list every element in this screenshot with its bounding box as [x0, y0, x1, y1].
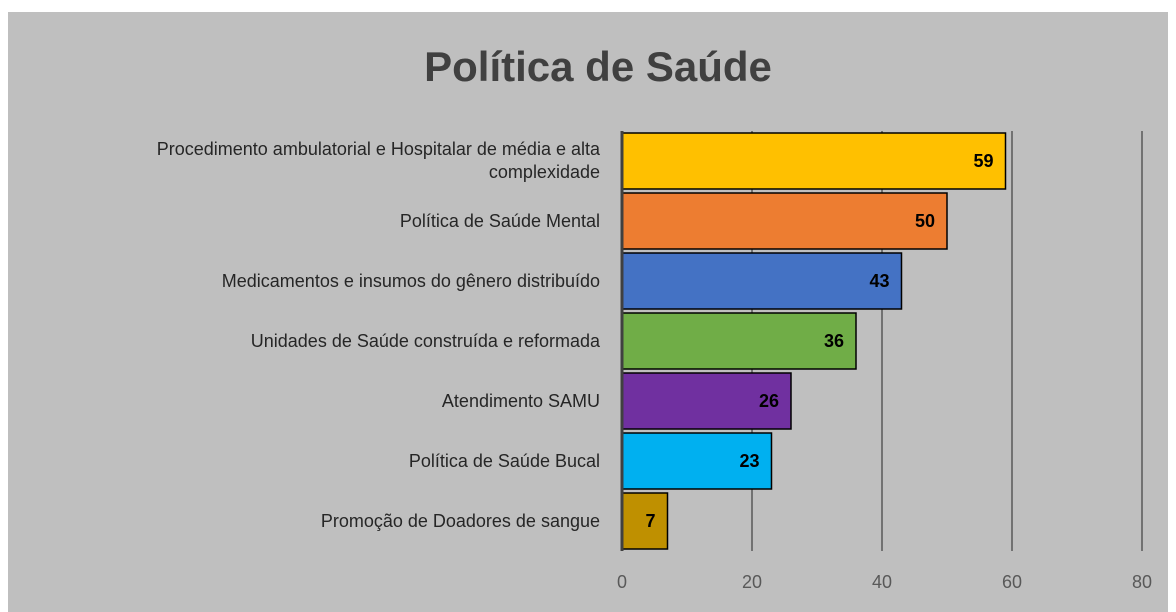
value-label: 50 [915, 211, 935, 231]
x-tick-label: 0 [617, 572, 627, 592]
y-tick-label: Unidades de Saúde construída e reformada [250, 330, 600, 351]
y-tick-label: Política de Saúde Mental [399, 210, 600, 231]
y-tick-label: Política de Saúde Bucal [408, 450, 600, 471]
x-tick-label: 40 [872, 572, 892, 592]
value-label: 36 [824, 331, 844, 351]
y-tick-label: Procedimento ambulatorial e Hospitalar d… [156, 139, 600, 182]
bar [621, 432, 773, 490]
x-tick-label: 20 [742, 572, 762, 592]
x-tick-label: 80 [1132, 572, 1152, 592]
x-tick-label: 60 [1002, 572, 1022, 592]
chart-background [8, 12, 1168, 612]
bar [621, 252, 903, 310]
value-label: 43 [869, 271, 889, 291]
y-tick-label: Medicamentos e insumos do gênero distrib… [221, 270, 600, 291]
bar [621, 132, 1007, 190]
chart-title: Política de Saúde [424, 43, 772, 90]
bar [621, 192, 948, 250]
y-tick-label: Promoção de Doadores de sangue [320, 510, 600, 531]
bar [621, 372, 792, 430]
value-label: 7 [645, 511, 655, 531]
bar [621, 312, 857, 370]
value-label: 59 [973, 151, 993, 171]
value-label: 26 [759, 391, 779, 411]
value-label: 23 [739, 451, 759, 471]
y-tick-label: Atendimento SAMU [441, 390, 600, 411]
